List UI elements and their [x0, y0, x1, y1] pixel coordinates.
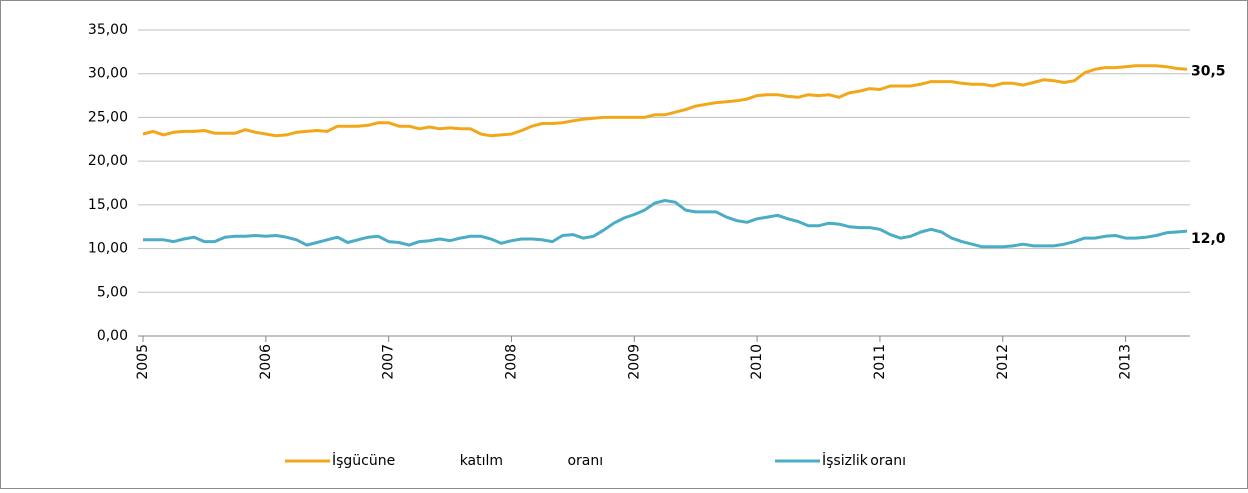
x-tick-label: 2011 [872, 344, 888, 380]
line-series [142, 64, 1188, 138]
x-tick-label: 2012 [995, 344, 1011, 380]
x-tick-label: 2008 [503, 344, 519, 380]
x-tick-label: 2007 [381, 344, 397, 380]
y-tick-label: 5,00 [97, 284, 128, 300]
legend-label: İşsizlik oranı [822, 451, 906, 469]
y-tick-label: 30,00 [88, 66, 128, 82]
x-tick-label: 2009 [626, 344, 642, 380]
line-series [143, 199, 1188, 249]
y-tick-label: 15,00 [88, 197, 128, 213]
x-tick-label: 2006 [258, 344, 274, 380]
y-tick-label: 35,00 [88, 22, 128, 38]
x-tick-label: 2005 [135, 344, 151, 380]
x-tick-label: 2010 [749, 344, 765, 380]
x-tick-label: 2013 [1118, 344, 1134, 380]
end-label: 12,0 [1191, 231, 1226, 247]
end-label: 30,5 [1191, 63, 1226, 79]
y-tick-label: 20,00 [88, 153, 128, 169]
y-tick-label: 25,00 [88, 109, 128, 125]
legend-label: İşgücüne katılm oranı [332, 451, 603, 469]
y-tick-label: 10,00 [88, 241, 128, 257]
y-tick-label: 0,00 [97, 328, 128, 344]
